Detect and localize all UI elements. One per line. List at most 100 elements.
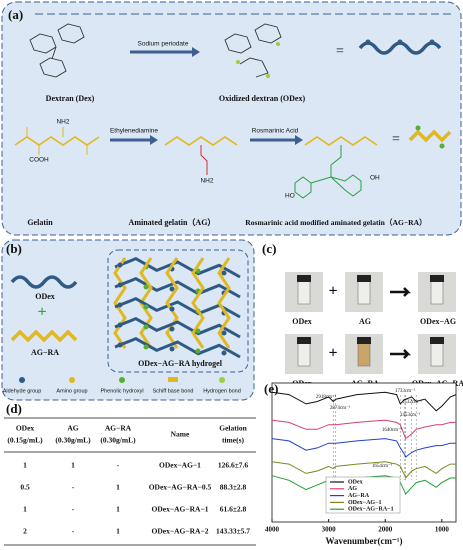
legend-text: Amino group	[56, 388, 87, 394]
agra-chain	[304, 136, 378, 146]
panel-label: (b)	[6, 241, 22, 256]
cell: 1	[71, 461, 75, 470]
cell: 126.6±7.6	[218, 461, 249, 470]
cell: 61.6±2.8	[220, 505, 247, 514]
spectrum	[271, 391, 457, 412]
arrow-head	[192, 47, 200, 57]
header-cell: (0.15g/mL)	[7, 436, 43, 445]
group: COOH	[29, 157, 49, 164]
agra-chain	[10, 329, 78, 343]
legend-label: ODex−AG−1	[348, 500, 382, 506]
compound-name: Gelatin	[27, 218, 53, 227]
odex-chain-dots	[365, 39, 435, 45]
legend-text: Schiff base bond	[153, 388, 194, 394]
cell: ODex−AG−RA−0.5	[149, 483, 212, 492]
cell: 1	[116, 483, 120, 492]
header-cell: Gelation	[219, 424, 247, 433]
cell: ODex−AG−RA−1	[152, 505, 209, 514]
legend-label: ODex	[348, 479, 363, 485]
crosslink	[143, 344, 149, 350]
panel-label: (d)	[6, 401, 22, 416]
reagent: Ethylenediamine	[110, 128, 158, 135]
vial-cap	[357, 337, 371, 344]
strand	[165, 257, 179, 349]
hydrogel-name: ODex−AG−RA hydrogel	[138, 359, 223, 368]
reagent: Rosmarinic Acid	[252, 128, 299, 135]
chart: (e) 4000 3000 2000 1000 Wavenumber(cm⁻¹) 2918c…	[264, 381, 457, 546]
group: NH2	[56, 119, 69, 126]
cell: 1	[23, 461, 27, 470]
annotation: 1640cm⁻¹	[382, 427, 403, 433]
header-cell: (0.30g/mL)	[55, 436, 91, 445]
arrow-head	[295, 135, 303, 145]
header-cell: time(s)	[222, 436, 245, 445]
annotation: 1532cm⁻¹	[402, 399, 423, 405]
cell: -	[72, 505, 75, 514]
cell: 88.3±2.8	[220, 483, 247, 492]
panel-b-box	[1, 239, 255, 401]
strand	[114, 277, 241, 299]
crosslink	[117, 322, 123, 328]
panel-a-box	[1, 1, 462, 236]
arrow	[390, 287, 412, 297]
panel-label: (e)	[264, 381, 278, 396]
strand	[114, 337, 241, 359]
legend-text: Aldehyde group	[3, 388, 42, 394]
strand	[191, 257, 205, 349]
compound-name: Dextran (Dex)	[46, 94, 95, 103]
equals: =	[336, 44, 344, 59]
cell: 2	[23, 527, 27, 536]
cell: 143.33±5.7	[216, 527, 250, 536]
plus: +	[328, 283, 337, 300]
component: AG−RA	[31, 348, 59, 357]
hydrogel-box	[107, 249, 249, 373]
x-axis-label: Wavenumber(cm⁻¹)	[326, 536, 403, 546]
crosslink	[117, 342, 123, 348]
legend-icons	[19, 377, 225, 383]
annotation: 2918cm⁻¹	[316, 394, 337, 400]
cell: 1	[116, 527, 120, 536]
panel-label: (c)	[262, 241, 276, 256]
arrow-head	[150, 135, 158, 145]
crosslink	[143, 304, 149, 310]
crosslink	[169, 286, 175, 292]
cell: ODex−AG−1	[159, 461, 201, 470]
compound-name: Oxidized dextran (ODex)	[219, 94, 306, 103]
strand	[114, 317, 241, 339]
crosslink	[117, 282, 123, 288]
vial-cap	[430, 275, 444, 282]
annotation: 1453cm⁻¹	[400, 412, 421, 418]
hydrogel-network	[113, 257, 241, 359]
legend-label: ODex−AG−RA−1	[348, 507, 394, 513]
gelatin-chain	[14, 136, 100, 146]
x-tick-label: 3000	[322, 526, 337, 534]
annotation: 2874cm⁻¹	[330, 405, 351, 411]
spectrum	[271, 419, 456, 440]
x-tick-label: 1000	[435, 526, 450, 534]
crosslink	[143, 324, 149, 330]
crosslink	[195, 328, 201, 334]
crosslink	[221, 330, 227, 336]
crosslink	[117, 262, 123, 268]
header-cell: ODex	[16, 424, 35, 433]
agra-icon	[408, 129, 452, 143]
group: HO	[285, 193, 295, 200]
dextran-structure	[29, 23, 85, 78]
crosslink	[117, 302, 123, 308]
header-cell: (0.30g/mL)	[100, 436, 136, 445]
cell: 1	[116, 505, 120, 514]
strand	[113, 257, 127, 349]
strand	[114, 257, 241, 279]
legend-label: AG−RA	[348, 493, 370, 499]
photos: ++	[285, 272, 456, 374]
cell: -	[72, 527, 75, 536]
annotation: 1733cm⁻¹	[395, 388, 416, 394]
cell: 1	[23, 505, 27, 514]
panel-label: (a)	[8, 7, 23, 22]
header-cell: AG	[67, 424, 78, 433]
cell: ODex−AG−RA−2	[152, 527, 209, 536]
legend-text: Phenolic hydroxyl	[100, 388, 143, 394]
ag-chain	[164, 136, 238, 146]
plus: +	[328, 345, 337, 362]
